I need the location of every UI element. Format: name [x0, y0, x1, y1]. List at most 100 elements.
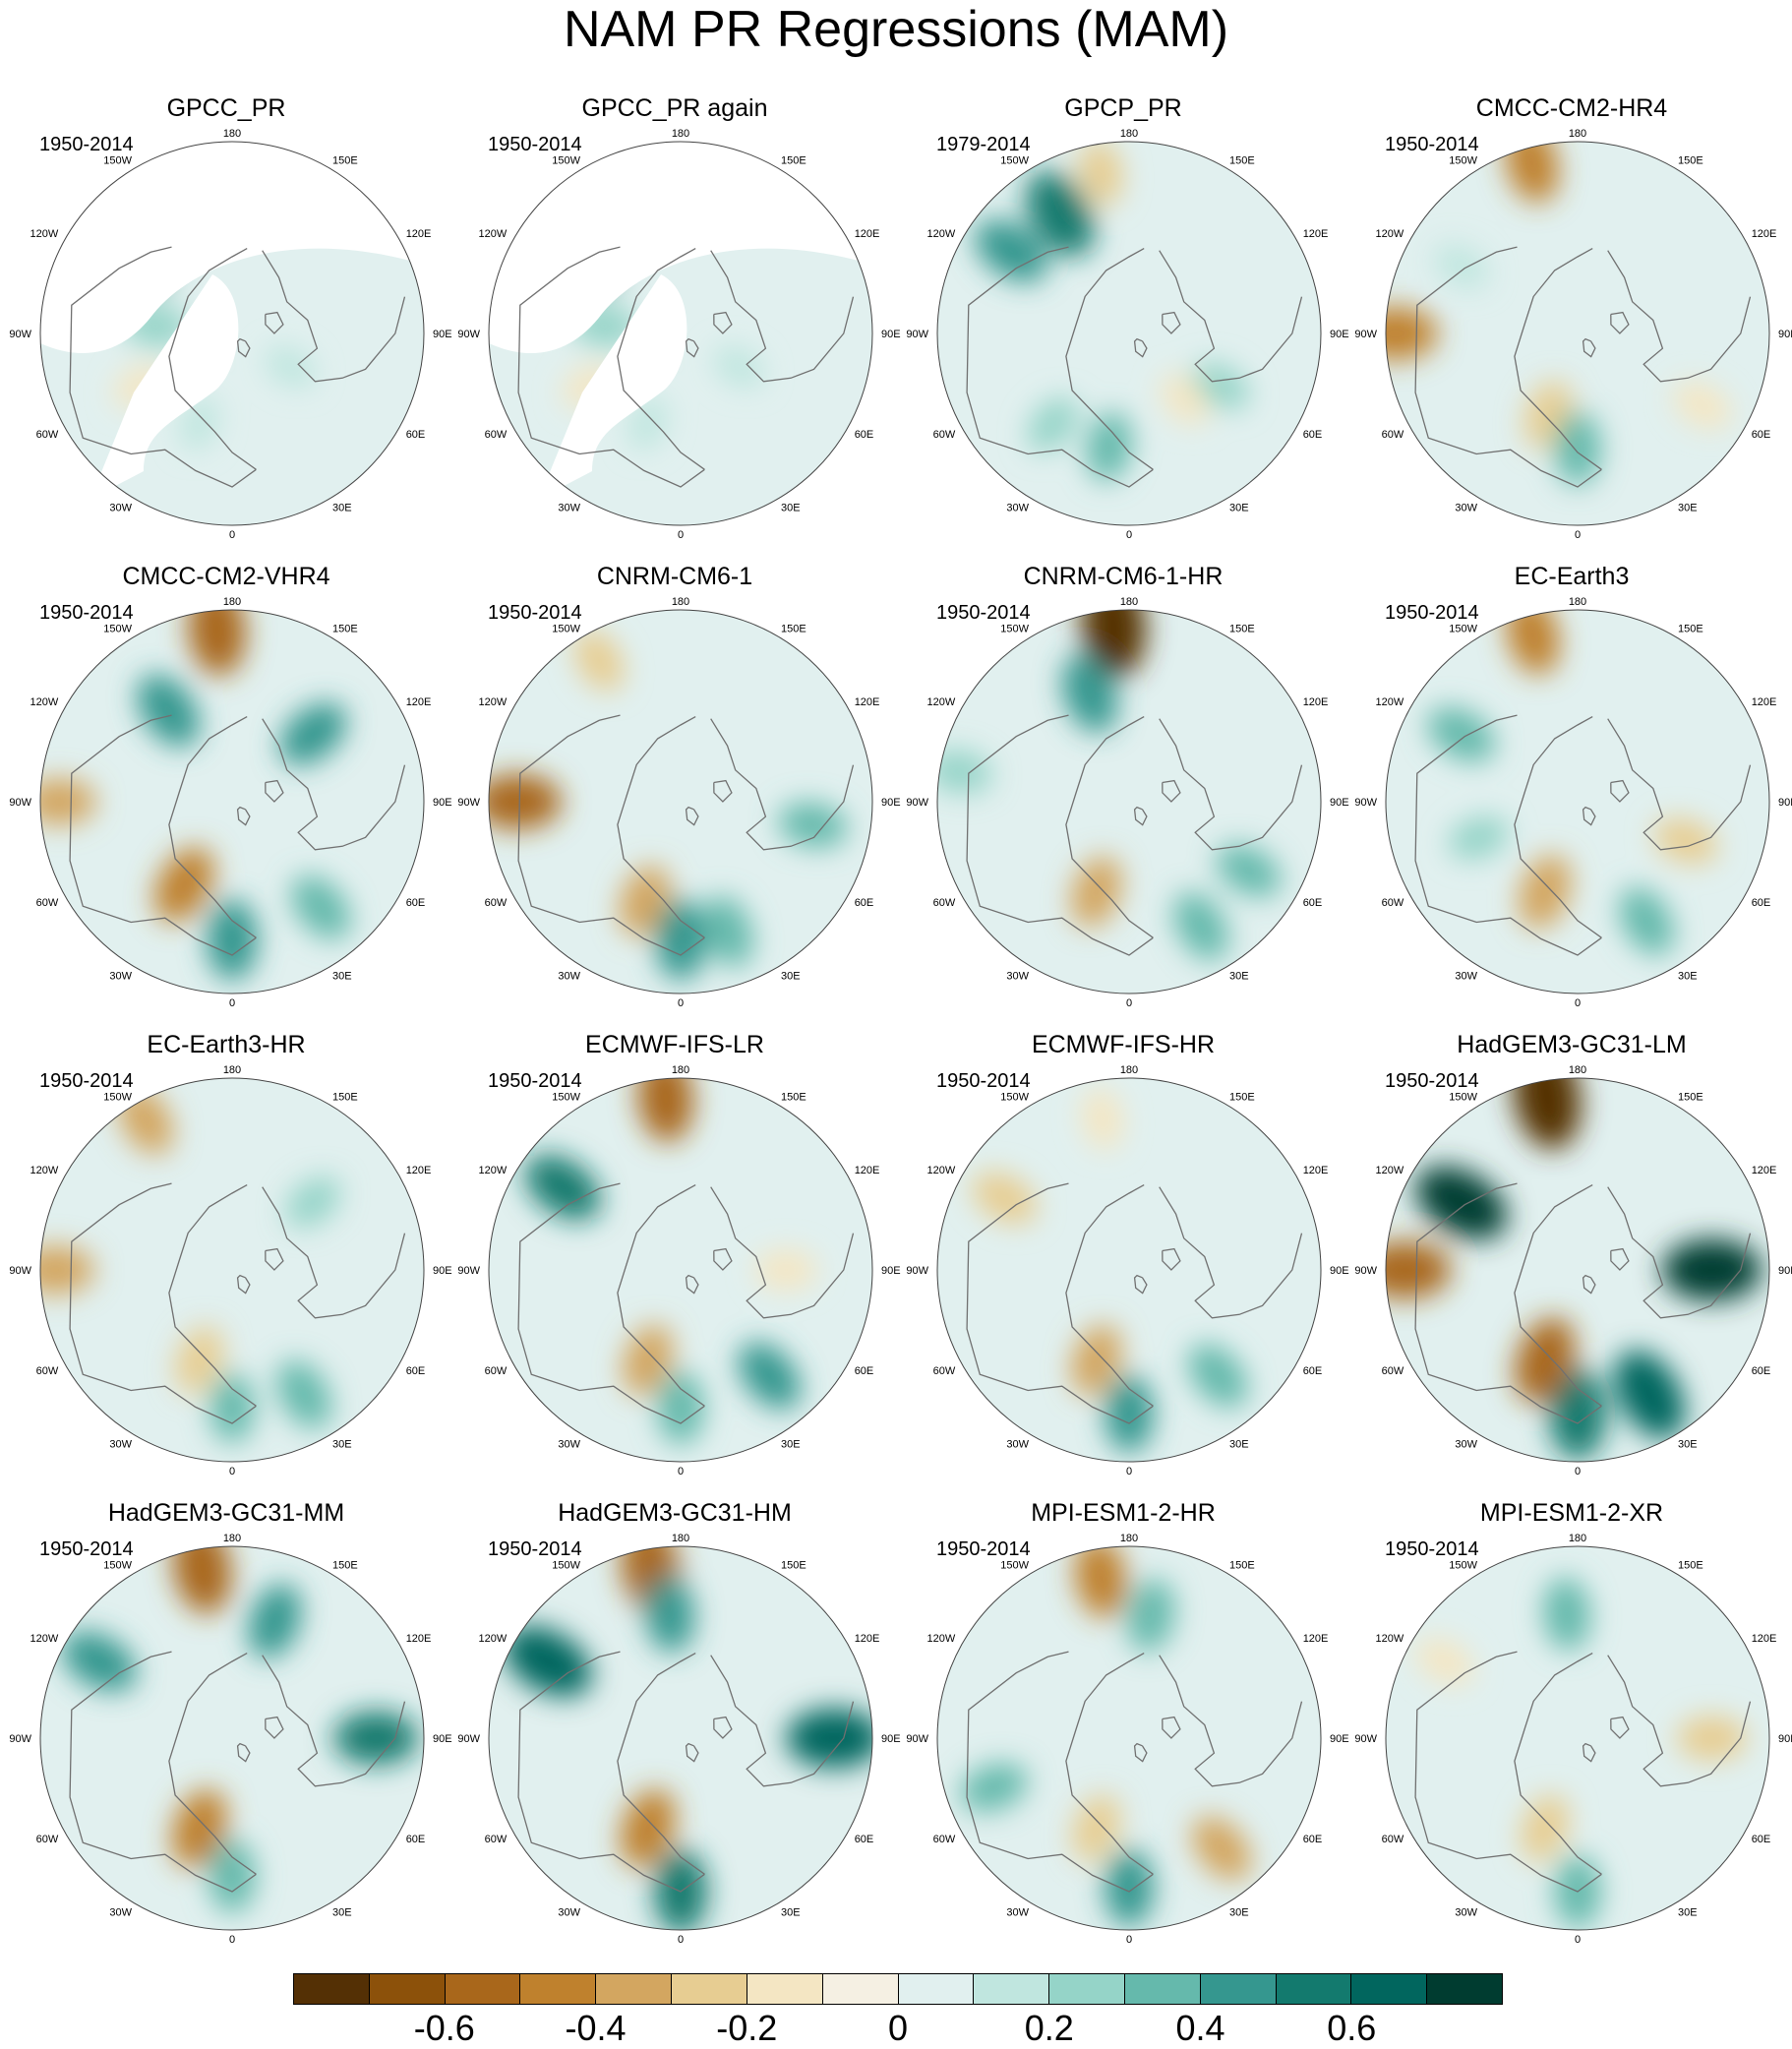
- coastline: [1065, 1653, 1154, 1875]
- coastline: [1514, 716, 1602, 938]
- lon-label: 120W: [479, 228, 508, 240]
- lon-label: 90W: [9, 1265, 31, 1277]
- anomaly-blob: [1082, 1088, 1123, 1150]
- map-boundary: [936, 609, 1322, 994]
- lon-label: 120E: [406, 696, 432, 708]
- colorbar-box: [898, 1974, 975, 2004]
- anomaly-blob: [1105, 1375, 1154, 1453]
- anomaly-blob: [333, 1712, 419, 1765]
- anomaly-blob: [1434, 244, 1489, 289]
- lon-label: 60W: [36, 897, 59, 909]
- lon-label: 120E: [406, 1165, 432, 1176]
- lon-label: 30W: [1006, 1907, 1029, 1919]
- lon-label: 180: [672, 1533, 689, 1544]
- polar-map: 180 150E 120E 90E 60E 30E 0 30W 60W 90W 120W 150W: [9, 128, 451, 541]
- lon-label: 60W: [36, 429, 59, 441]
- coastline: [517, 1182, 705, 1424]
- anomaly-blob: [276, 1360, 331, 1429]
- map-panel: EC-Earth3-HR 1950-2014 180 150E 120E 90E 60E 30…: [2, 1030, 451, 1497]
- lon-label: 120E: [1752, 1633, 1777, 1645]
- colorbar-box: [369, 1974, 446, 2004]
- panel-title: ECMWF-IFS-HR: [1031, 1031, 1216, 1058]
- anomaly-blob: [702, 895, 753, 967]
- lon-label: 180: [1569, 1533, 1586, 1544]
- lon-label: 60E: [406, 1834, 426, 1845]
- panel-period: 1950-2014: [488, 1538, 582, 1560]
- lon-label: 60E: [406, 1365, 426, 1377]
- lon-label: 0: [678, 997, 684, 1009]
- anomaly-blob: [62, 1631, 137, 1692]
- coastline: [1607, 1186, 1752, 1319]
- lon-label: 120E: [1303, 1633, 1329, 1645]
- lon-label: 120E: [855, 228, 880, 240]
- coastline: [1162, 311, 1181, 334]
- lon-label: 150W: [1449, 1559, 1477, 1571]
- lon-label: 90W: [906, 1733, 928, 1745]
- colorbar-box: [747, 1974, 823, 2004]
- lon-label: 30W: [1455, 971, 1477, 983]
- lon-label: 90E: [1778, 329, 1792, 340]
- lon-label: 90E: [1330, 1733, 1349, 1745]
- anomaly-blob: [1161, 374, 1209, 426]
- anomaly-blob: [975, 219, 1047, 282]
- anomaly-blob: [279, 702, 347, 765]
- anomaly-blob: [1415, 1166, 1508, 1239]
- lon-label: 150E: [332, 154, 358, 166]
- map-boundary: [39, 141, 425, 526]
- coastline: [236, 1742, 251, 1763]
- anomaly-blob: [1661, 1238, 1762, 1301]
- anomaly-blob: [1614, 1350, 1685, 1439]
- anomaly-blob: [1216, 844, 1282, 897]
- coastline: [617, 1184, 705, 1407]
- map-boundary: [1385, 1077, 1770, 1463]
- lon-label: 30W: [109, 971, 132, 983]
- lon-label: 30E: [1229, 1439, 1249, 1451]
- anomaly-blob: [248, 1584, 302, 1658]
- panel-title: GPCC_PR: [166, 94, 286, 122]
- panel-title: CNRM-CM6-1: [596, 563, 753, 590]
- lon-label: 90E: [433, 1733, 452, 1745]
- panel-title: HadGEM3-GC31-HM: [558, 1499, 792, 1527]
- lon-label: 150E: [1229, 1091, 1255, 1103]
- panel-period: 1950-2014: [39, 134, 134, 155]
- coastline: [1065, 248, 1154, 470]
- coastline: [1159, 718, 1303, 851]
- panel-period: 1950-2014: [39, 602, 134, 624]
- coastline: [262, 1186, 406, 1319]
- lon-label: 150W: [552, 1091, 580, 1103]
- map-background: [40, 1546, 424, 1930]
- lon-label: 150W: [552, 154, 580, 166]
- anomaly-blob: [153, 847, 214, 923]
- anomaly-blob: [1188, 1344, 1248, 1408]
- lon-label: 180: [1569, 128, 1586, 140]
- coastline: [265, 1247, 284, 1271]
- lon-label: 90E: [1778, 797, 1792, 809]
- lon-label: 90E: [1330, 797, 1349, 809]
- lon-label: 90E: [881, 797, 901, 809]
- map-panel: HadGEM3-GC31-LM 1950-2014 180 150E 120E 90E 60…: [1347, 1030, 1792, 1497]
- coastline: [1133, 806, 1148, 826]
- coastline: [1065, 716, 1154, 938]
- lon-label: 150W: [1000, 623, 1029, 634]
- coastline: [1162, 1716, 1181, 1739]
- lon-label: 150E: [332, 623, 358, 634]
- lon-label: 90W: [9, 1733, 31, 1745]
- polar-map: 180 150E 120E 90E 60E 30E 0 30W 60W 90W 120W 150W: [457, 128, 900, 541]
- colorbar-box: [1427, 1974, 1502, 2004]
- lon-label: 90E: [1330, 329, 1349, 340]
- polar-map: 180 150E 120E 90E 60E 30E 0 30W 60W 90W 120W 150W: [906, 128, 1349, 541]
- coastline: [69, 1182, 257, 1424]
- colorbar-box: [520, 1974, 597, 2004]
- map-panel: CMCC-CM2-VHR4 1950-2014 180 150E 120E 90E 60E 3…: [2, 562, 451, 1029]
- panel-period: 1950-2014: [936, 1070, 1031, 1092]
- coastline: [1514, 1653, 1602, 1875]
- coastline: [617, 1653, 705, 1875]
- map-background: [489, 610, 872, 994]
- panel-title: ECMWF-IFS-LR: [585, 1031, 764, 1058]
- coastline: [1414, 1651, 1602, 1893]
- anomaly-blob: [620, 1788, 676, 1868]
- lon-label: 150E: [1678, 623, 1703, 634]
- lon-label: 60W: [1382, 429, 1404, 441]
- panel-title: MPI-ESM1-2-XR: [1479, 1499, 1664, 1527]
- anomaly-blob: [1518, 854, 1572, 930]
